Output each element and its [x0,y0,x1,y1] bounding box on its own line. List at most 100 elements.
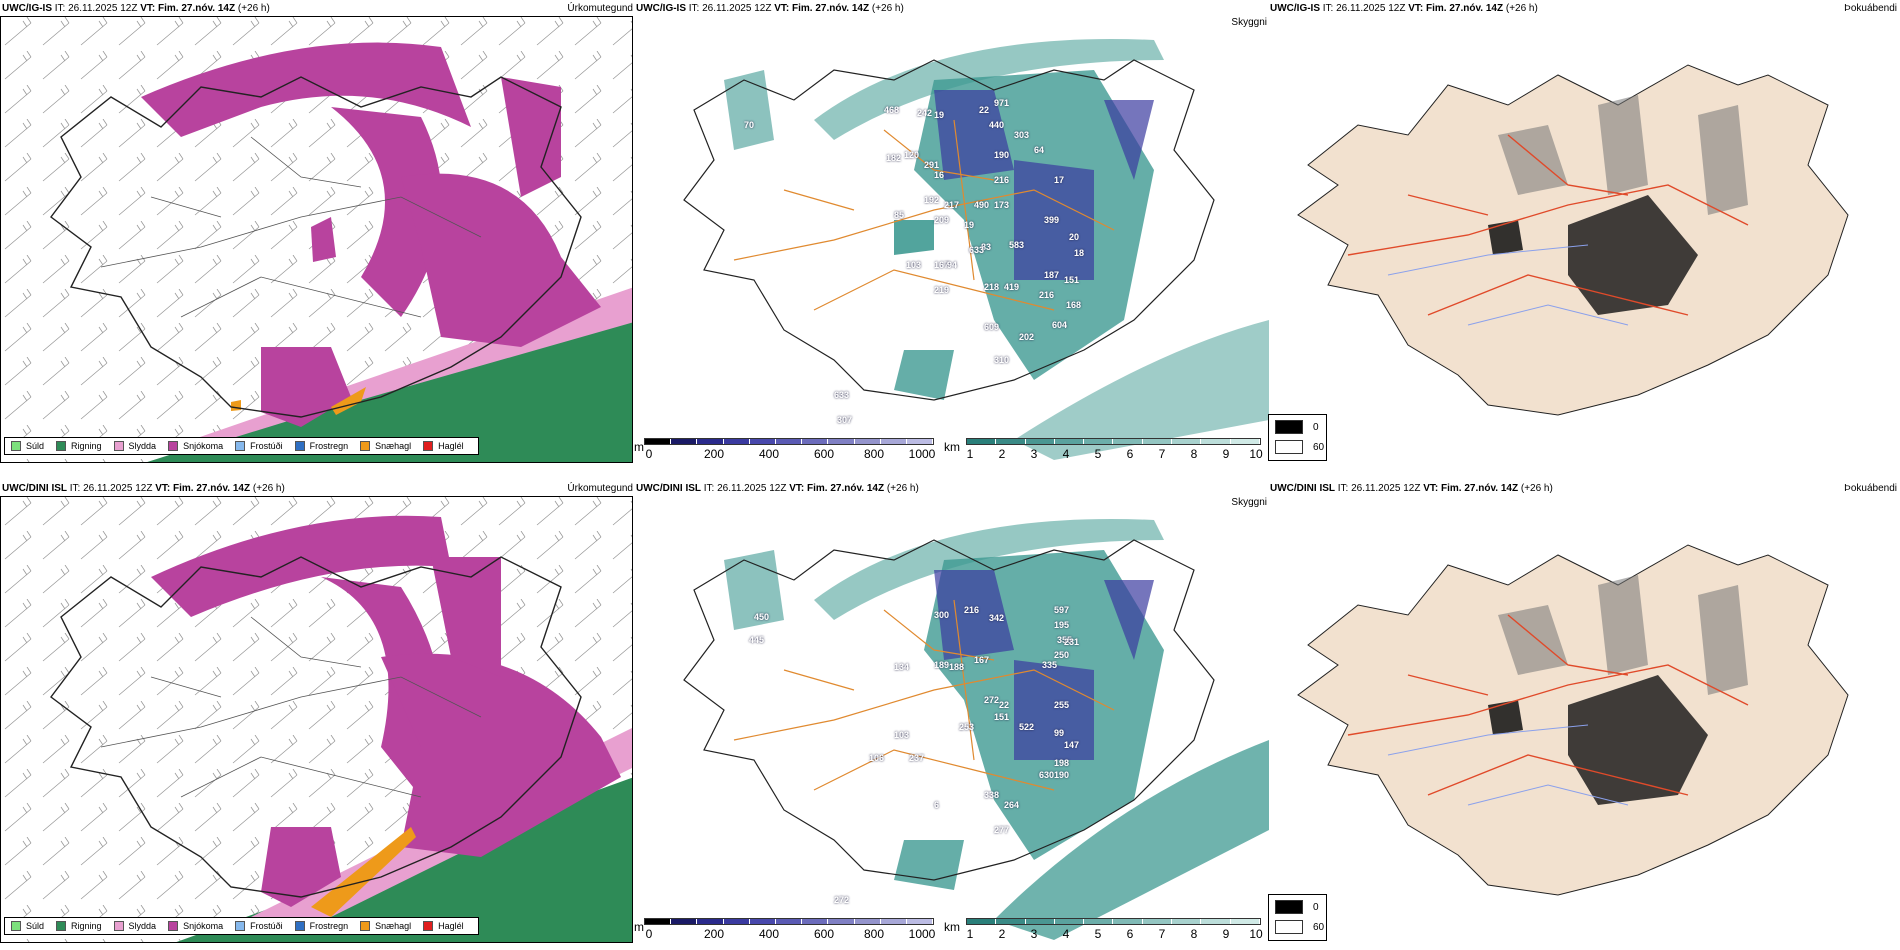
cloud-base-label: 342 [989,613,1005,623]
height-colorbar: m 0 200 400 600 800 1000 [634,918,939,941]
panel-label-precip: Úrkomutegund [567,483,633,494]
cloud-base-label: 22 [999,700,1010,710]
tick: 2 [998,447,1006,461]
fog-panel-top: UWC/IG-IS IT: 26.11.2025 12Z VT: Fim. 27… [1268,0,1900,470]
roads [733,599,1115,791]
height-strip [644,918,934,925]
cloud-base-label: 231 [1064,637,1080,647]
tick: 200 [703,927,725,941]
cloud-base-label: 609 [984,322,1000,332]
legend-item-rigning: Rigning [56,921,102,931]
cloud-area [894,350,954,400]
panel-title: UWC/DINI ISL IT: 26.11.2025 12Z VT: Fim.… [2,483,285,494]
cloud-base-label: 440 [989,120,1005,130]
cloud-base-label: 445 [749,635,765,645]
cloud-band [814,519,1164,620]
fog-area [1568,675,1708,805]
coastline [50,76,582,418]
panel-label-visibility: Skyggni [1231,17,1267,28]
cloud-base-label: 490 [974,200,990,210]
visibility-panel-bottom: UWC/DINI ISL IT: 26.11.2025 12Z VT: Fim.… [634,480,1269,950]
cloud-base-label: 64 [1034,145,1045,155]
cloud-base-label: 167 [974,655,990,665]
legend-item-snjokoma: Snjókoma [168,921,223,931]
cloud-base-label: 94 [947,260,958,270]
cloud-base-label: 300 [934,610,950,620]
rivers [1387,724,1629,806]
cloud-base-label: 419 [1004,282,1020,292]
visibility-map [683,39,1269,460]
tick: 7 [1158,447,1166,461]
cloud-base-label: 630 [1039,770,1055,780]
height-colorbar: m 0 200 400 600 800 1000 [634,438,939,461]
cloud-band [994,740,1269,940]
cloud-base-label: 151 [994,712,1010,722]
legend-item-slydda: Slydda [113,921,156,931]
cloud-base-label: 18 [1074,248,1085,258]
panel-title: UWC/DINI ISL IT: 26.11.2025 12Z VT: Fim.… [1270,483,1553,494]
roads [1347,134,1749,316]
snow-area [381,653,621,857]
precip-map-frame [0,16,633,463]
cloud-base-label: 20 [1069,232,1080,242]
snow-area [311,217,336,262]
tick: 600 [813,447,835,461]
cloud-base-label: 6 [934,800,940,810]
precip-map-frame [0,496,633,943]
panel-label-fog: Þokuábendi [1844,483,1897,494]
tick: 6 [1126,447,1134,461]
cloud-base-label: 272 [984,695,1000,705]
tick: 5 [1094,927,1102,941]
cloud-base-label: 198 [1054,758,1070,768]
high-terrain [934,90,1154,280]
cloud-base-label: 468 [884,105,900,115]
roads [733,119,1115,311]
legend-item-haglel: Haglél [423,921,464,931]
cloud-band [1014,320,1269,460]
tick: 1 [966,447,974,461]
panel-title: UWC/IG-IS IT: 26.11.2025 12Z VT: Fim. 27… [1270,3,1538,14]
high-terrain [934,570,1154,760]
fog-legend: 0 60 [1268,894,1327,941]
tick: 0 [645,447,653,461]
tick: 10 [1249,447,1263,461]
cloud-base-label: 190 [1054,770,1070,780]
cloud-base-label: 217 [944,200,960,210]
cloud-base-label: 604 [1052,320,1068,330]
cloud-base-label: 192 [924,195,940,205]
cloud-base-label: 242 [917,108,933,118]
rivers [1387,244,1629,326]
tick: 3 [1030,447,1038,461]
panel-title: UWC/IG-IS IT: 26.11.2025 12Z VT: Fim. 27… [636,3,904,14]
cloud-base-label: 103 [894,730,910,740]
cloud-base-label: 272 [834,895,850,905]
legend-item-snaehagl: Snæhagl [360,921,411,931]
tick: 400 [758,447,780,461]
snow-area [321,577,442,797]
precip-type-panel-bottom: UWC/DINI ISL IT: 26.11.2025 12Z VT: Fim.… [0,480,635,950]
cloud-base-label: 583 [1009,240,1025,250]
cloud-base-label: 291 [924,160,940,170]
fog-area [1498,575,1748,695]
precip-legend: Súld Rigning Slydda Snjókoma Frostúði Fr… [4,437,479,455]
tick: 800 [863,447,885,461]
snow-area [261,827,341,907]
cloud-base-label: 218 [984,282,1000,292]
snow-area [141,42,471,137]
cloud-base-label: 134 [894,662,910,672]
cloud-base-label: 17 [1054,175,1065,185]
tick: 0 [645,927,653,941]
precip-type-panel-top: UWC/IG-IS IT: 26.11.2025 12Z VT: Fim. 27… [0,0,635,470]
tick: 800 [863,927,885,941]
tick: 4 [1062,927,1070,941]
legend-item-frostudi: Frostúði [235,921,283,931]
cloud-area [894,840,964,890]
fog-map [1297,64,1849,416]
precip-map [1,17,632,462]
cloud-base-label: 335 [1042,660,1058,670]
tick: 8 [1190,927,1198,941]
tick: 200 [703,447,725,461]
tick: 1000 [908,447,936,461]
height-unit: m [634,920,644,934]
visibility-unit: km [944,440,960,454]
